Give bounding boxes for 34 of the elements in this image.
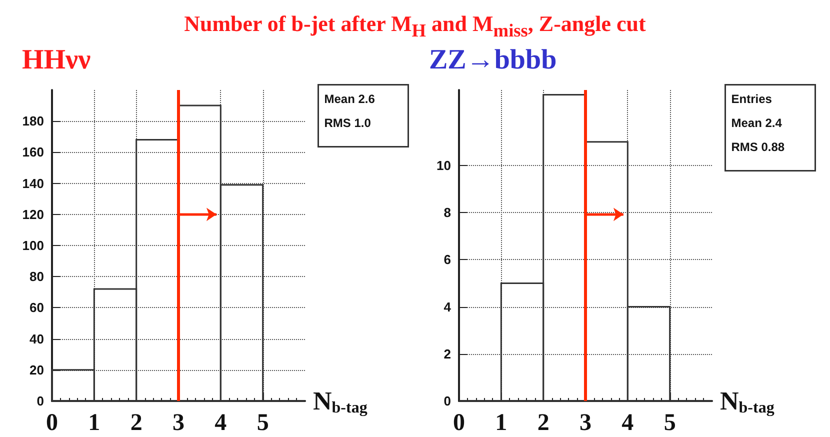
text: Entries bbox=[731, 92, 772, 106]
x-tick-label: 3 bbox=[580, 410, 592, 436]
y-tick-label: 100 bbox=[22, 238, 44, 253]
y-tick-label: 4 bbox=[444, 299, 452, 314]
x-tick-label: 4 bbox=[622, 410, 634, 436]
y-tick-label: 6 bbox=[444, 252, 451, 268]
y-tick-label: 10 bbox=[436, 158, 451, 173]
text: Mean 2.4 bbox=[731, 116, 782, 130]
y-tick-label: 8 bbox=[444, 205, 451, 220]
text: Mean 2.6 bbox=[324, 92, 376, 106]
x-tick-label: 5 bbox=[664, 410, 676, 436]
y-tick-label: 20 bbox=[30, 362, 44, 378]
y-tick-label: 60 bbox=[30, 300, 44, 316]
y-tick-label: 120 bbox=[22, 206, 44, 222]
text: HHνν bbox=[22, 44, 92, 76]
x-tick-label: 2 bbox=[537, 410, 550, 436]
text: Number of b-jet after M$_{H}$ and M$_{miss}$, Z-angle cut bbox=[183, 10, 647, 42]
text: RMS 1.0 bbox=[324, 116, 372, 130]
y-tick-label: 0 bbox=[36, 394, 44, 408]
x-tick-label: 3 bbox=[172, 410, 184, 436]
y-tick-label: 80 bbox=[30, 269, 44, 284]
y-tick-label: 140 bbox=[22, 176, 44, 191]
text: ZZ→bbbb bbox=[429, 44, 557, 76]
y-tick-label: 40 bbox=[30, 331, 44, 346]
y-tick-label: 180 bbox=[22, 114, 44, 129]
y-tick-label: 0 bbox=[444, 394, 451, 408]
y-tick-label: 160 bbox=[22, 144, 44, 160]
x-tick-label: 5 bbox=[256, 410, 269, 436]
x-tick-label: 2 bbox=[130, 410, 142, 436]
x-tick-label: 1 bbox=[88, 410, 100, 436]
x-tick-label: 1 bbox=[495, 410, 508, 436]
text: RMS 0.88 bbox=[731, 140, 785, 154]
y-tick-label: 2 bbox=[444, 346, 451, 362]
x-tick-label: 4 bbox=[214, 410, 227, 436]
